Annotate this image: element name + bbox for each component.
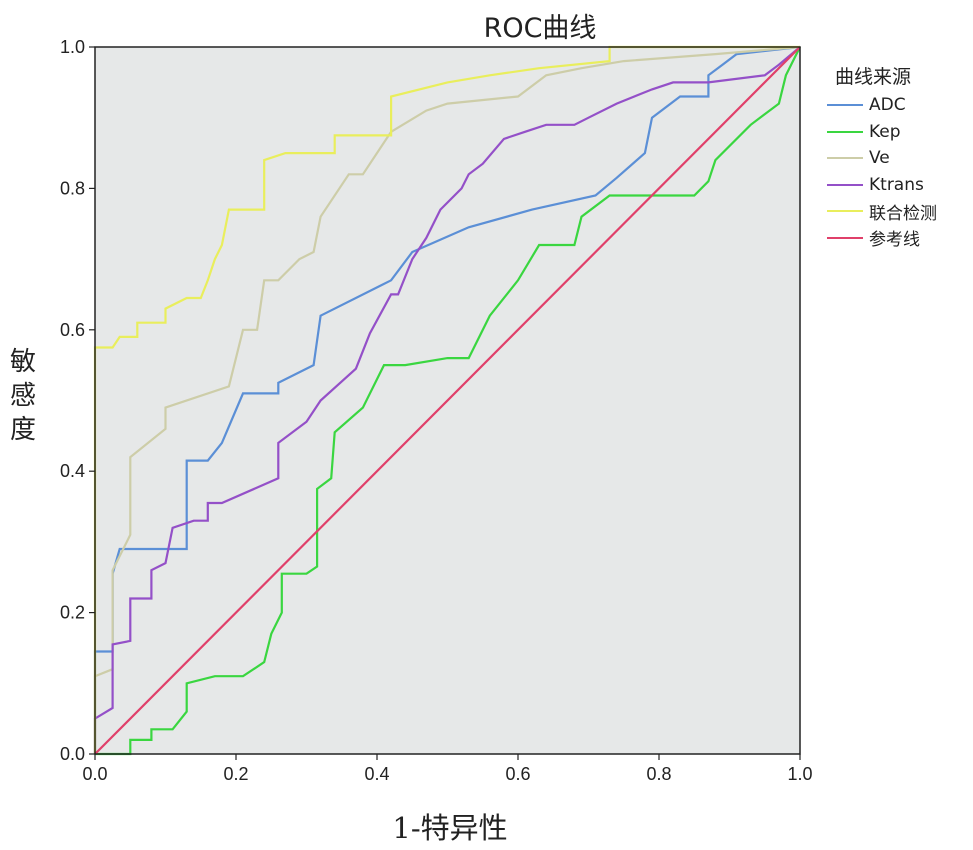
x-tick-label: 1.0 — [787, 764, 812, 784]
legend-label: Kep — [869, 121, 901, 142]
y-axis-label-char: 敏 — [9, 347, 36, 377]
legend-title: 曲线来源 — [835, 66, 912, 88]
legend-label: ADC — [869, 95, 906, 116]
y-tick-label: 0.4 — [60, 461, 85, 481]
legend-swatch — [827, 130, 863, 133]
x-tick-label: 0.6 — [505, 764, 530, 784]
legend-label: Ve — [869, 148, 890, 169]
series-line-5 — [94, 46, 801, 755]
series-line-3 — [93, 46, 801, 754]
x-tick-label: 0.8 — [646, 764, 671, 784]
legend-swatch — [827, 236, 863, 239]
y-axis-label: 敏感度 — [6, 345, 40, 447]
legend-swatch — [827, 157, 863, 160]
plot-frame — [94, 46, 801, 755]
y-tick-label: 0.8 — [60, 178, 85, 198]
legend-item: 参考线 — [827, 225, 967, 252]
legend-item: ADC — [827, 92, 967, 119]
y-tick-label: 0.6 — [60, 320, 85, 340]
chart-title: ROC曲线 — [483, 13, 597, 44]
series-line-4 — [93, 45, 800, 754]
y-tick-label: 1.0 — [60, 37, 85, 57]
legend-label: 参考线 — [869, 230, 920, 251]
x-tick-label: 0.0 — [82, 764, 107, 784]
series-line-0 — [93, 45, 801, 754]
legend-swatch — [827, 210, 863, 213]
legend-swatch — [827, 104, 863, 107]
legend-label: Ktrans — [869, 174, 924, 195]
x-tick-label: 0.4 — [364, 764, 389, 784]
y-axis-label-char: 感 — [9, 381, 36, 411]
legend-item: Ktrans — [827, 172, 967, 199]
x-axis-label: 1-特异性 — [392, 811, 508, 845]
x-tick-label: 0.2 — [223, 764, 248, 784]
series-line-2 — [93, 45, 801, 754]
legend: ADC Kep Ve Ktrans 联合检测参考线 — [827, 92, 967, 251]
legend-swatch — [827, 183, 863, 186]
y-tick-label: 0.0 — [60, 744, 85, 764]
legend-item: 联合检测 — [827, 198, 967, 225]
y-axis-label-char: 度 — [9, 415, 36, 445]
series-line-1 — [95, 46, 801, 756]
legend-label: 联合检测 — [869, 203, 937, 224]
y-tick-label: 0.2 — [60, 603, 85, 623]
legend-item: Ve — [827, 145, 967, 172]
legend-item: Kep — [827, 119, 967, 146]
